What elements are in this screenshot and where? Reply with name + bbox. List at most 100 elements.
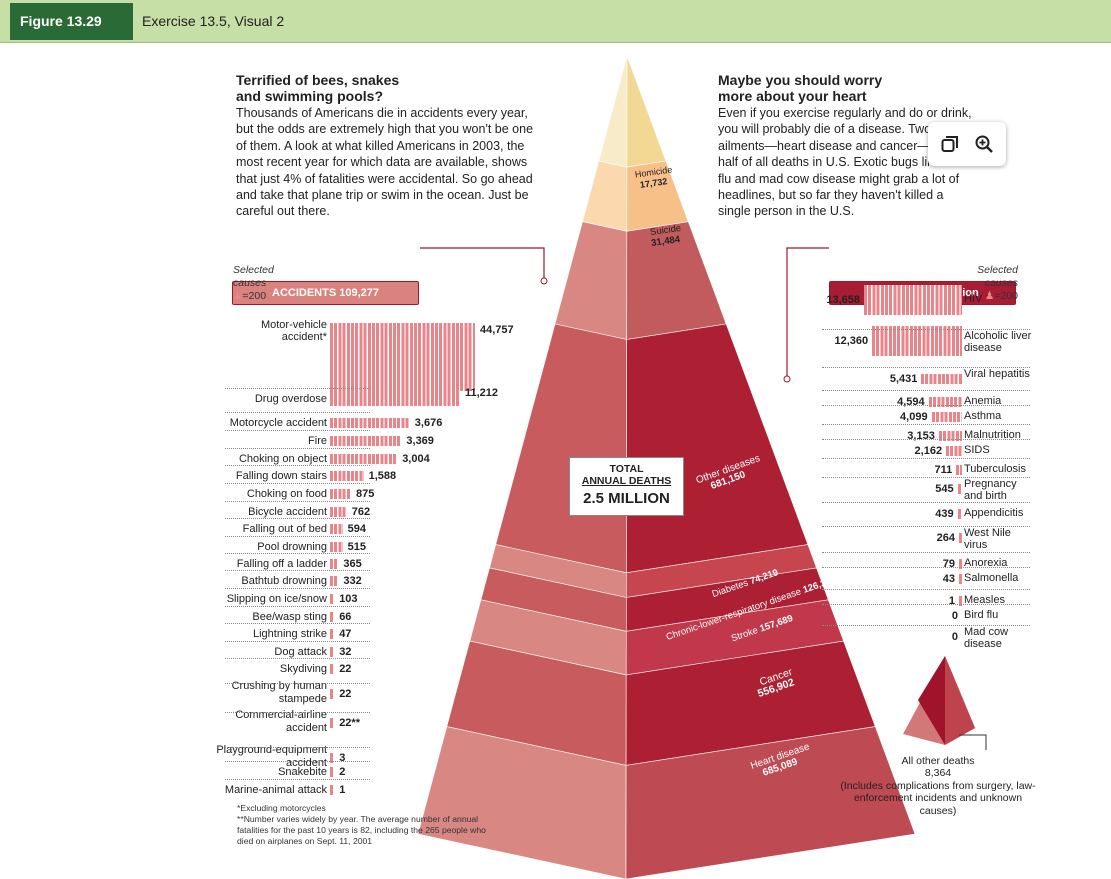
disease-bar (956, 465, 962, 475)
accident-bar (330, 647, 335, 657)
right-intro-heading: Maybe you should worry more about your h… (718, 72, 883, 104)
disease-value: 439 (935, 508, 954, 520)
row-separator (822, 439, 1030, 440)
row-separator (225, 501, 370, 502)
accident-bar (330, 594, 335, 604)
pyramid-accidents-left (554, 221, 628, 340)
accident-row: Drug overdose 11,212 (0, 378, 540, 406)
zoom-in-icon[interactable] (972, 132, 996, 156)
row-separator (225, 430, 370, 431)
pyramid-label-suicide: Suicide (649, 223, 681, 238)
accident-row: Skydiving 22 (0, 662, 540, 676)
disease-bar (938, 431, 962, 441)
row-separator (822, 458, 1030, 459)
accident-bar (330, 767, 335, 777)
accident-row: Fire 3,369 (0, 434, 540, 448)
accident-bar (330, 454, 398, 464)
accident-row: Falling down stairs 1,588 (0, 469, 540, 483)
accident-value: 3,004 (402, 453, 430, 465)
pyramid-heart-disease-right (625, 726, 916, 879)
total-deaths-box: TOTAL ANNUAL DEATHS 2.5 MILLION (569, 457, 684, 516)
accident-bar (330, 664, 335, 674)
accident-label: Choking on food (246, 488, 327, 500)
selected-causes-left: Selected causes ♟=200 (233, 264, 274, 302)
infographic: Terrified of bees, snakes and swimming p… (0, 44, 1111, 879)
mini-pyramid-right (945, 656, 975, 745)
row-separator (822, 625, 1030, 626)
row-separator (822, 405, 1030, 406)
accident-row: Commercial-airline accident 22** (0, 709, 540, 734)
figure-label: Figure 13.29 (10, 3, 133, 40)
disease-bar (921, 374, 962, 384)
accident-value: 44,757 (480, 324, 514, 336)
row-separator (225, 465, 370, 466)
disease-row: 4,099 Asthma (0, 410, 1111, 424)
row-separator (225, 412, 370, 413)
figure-header: Figure 13.29 Exercise 13.5, Visual 2 (0, 0, 1111, 43)
disease-label: Appendicitis (964, 507, 1024, 519)
accident-value: 22 (339, 663, 352, 675)
row-separator (822, 589, 1030, 590)
disease-label: Asthma (964, 410, 1002, 422)
accident-label: Drug overdose (254, 393, 327, 405)
accidents-header: ACCIDENTS 109,277 (232, 281, 419, 305)
accident-value: 1 (339, 784, 346, 796)
disease-row: 0 Bird flu (0, 609, 1111, 623)
accident-bar (330, 629, 335, 639)
image-toolbar (928, 122, 1006, 166)
row-separator (822, 502, 1030, 503)
accident-bar (330, 689, 335, 699)
accident-label: Choking on object (238, 453, 327, 465)
accident-bar (330, 559, 339, 569)
diseases-leader (786, 247, 829, 379)
disease-row: 12,360 Alcoholic liver disease (0, 326, 1111, 356)
accident-label: Bee/wasp sting (252, 611, 327, 623)
accident-value: 32 (339, 646, 352, 658)
disease-value: 0 (951, 631, 958, 643)
accident-row: Bicycle accident 762 (0, 505, 540, 519)
pyramid-heart-disease-left (417, 726, 627, 879)
accident-label: Slipping on ice/snow (226, 593, 327, 605)
right-intro: Maybe you should worry more about your h… (718, 72, 976, 220)
disease-bar (959, 574, 962, 584)
accident-label: Skydiving (279, 663, 327, 675)
accident-value: 515 (347, 541, 366, 553)
accident-row: Crushing by human stampede 22 (0, 680, 540, 705)
disease-bar (864, 285, 962, 315)
disease-label: Mad cow disease (964, 626, 1009, 650)
accident-label: Falling out of bed (242, 523, 327, 535)
accident-row: Choking on food 875 (0, 487, 540, 501)
pyramid-homicide-left (598, 55, 628, 168)
accident-bar (330, 507, 347, 517)
disease-bar (957, 509, 962, 519)
disease-value: 264 (936, 532, 955, 544)
accident-value: 3,676 (414, 417, 443, 429)
row-separator (822, 604, 1030, 605)
copy-icon[interactable] (938, 132, 962, 156)
accident-value: 66 (339, 611, 352, 623)
figure-title: Exercise 13.5, Visual 2 (142, 13, 285, 29)
other-deaths-label: All other deaths 8,364 (Includes complic… (840, 755, 1036, 817)
disease-value: 3,153 (907, 430, 935, 442)
disease-label: HIV (964, 293, 983, 305)
row-separator (225, 553, 370, 554)
accident-value: 22** (339, 717, 360, 729)
row-separator (225, 761, 370, 762)
row-separator (225, 570, 370, 571)
footnotes: *Excluding motorcycles **Number varies w… (237, 803, 486, 846)
disease-value: 0 (951, 610, 958, 622)
row-separator (822, 390, 1030, 391)
disease-bar (959, 559, 962, 569)
row-separator (822, 367, 1030, 368)
accident-bar (330, 542, 343, 552)
disease-bar (957, 484, 962, 494)
disease-bar (928, 397, 962, 407)
accident-row: Bathtub drowning 332 (0, 574, 540, 588)
accident-value: 47 (339, 628, 352, 640)
disease-row: 264 West Nile virus (0, 527, 1111, 551)
accident-row: Marine-animal attack 1 (0, 783, 540, 797)
accident-row: Snakebite 2 (0, 765, 540, 779)
disease-label: Tuberculosis (964, 463, 1026, 475)
row-separator (225, 606, 370, 607)
